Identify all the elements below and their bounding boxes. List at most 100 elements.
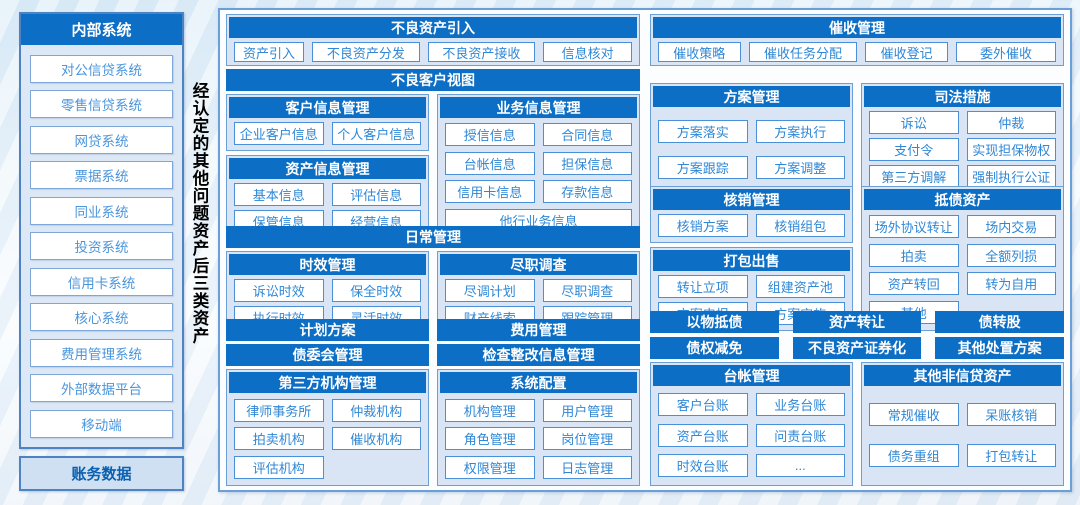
sidebar-item: 核心系统 — [30, 303, 173, 331]
module-item: 保全时效 — [331, 279, 421, 302]
sidebar-item: 投资系统 — [30, 232, 173, 260]
subsection-header: 核销管理 — [653, 189, 850, 210]
sidebar-item: 费用管理系统 — [30, 338, 173, 367]
section-ledger: 台帐管理 客户台账 业务台账 资产台账 问责台账 时效台账 ... — [650, 362, 853, 486]
module-item: 时效台账 — [658, 453, 748, 477]
module-item: 诉讼时效 — [234, 279, 324, 302]
section-customer-info: 客户信息管理 企业客户信息 个人客户信息 — [226, 94, 429, 151]
module-item: 支付令 — [869, 138, 959, 161]
module-item: 尽职调查 — [542, 279, 632, 302]
subsection-header: 其他非信贷资产 — [864, 365, 1061, 386]
module-item: 全额列损 — [966, 243, 1056, 267]
internal-systems-panel: 内部系统 对公信贷系统 零售信贷系统 网贷系统 票据系统 同业系统 投资系统 信… — [19, 12, 184, 449]
section-business-info: 业务信息管理 授信信息 合同信息 台帐信息 担保信息 信用卡信息 存款信息 他行… — [437, 94, 640, 239]
module-item: 个人客户信息 — [331, 122, 421, 145]
module-item: 资产台账 — [658, 423, 748, 447]
module-item: 岗位管理 — [542, 427, 632, 450]
subsection-header: 抵债资产 — [864, 189, 1061, 210]
sidebar-item: 对公信贷系统 — [30, 54, 173, 83]
module-item: 基本信息 — [234, 183, 324, 206]
module-item: 转为自用 — [966, 272, 1056, 296]
module-item: 评估机构 — [234, 455, 324, 479]
subsection-header: 尽职调查 — [440, 254, 637, 275]
subsection-header: 台帐管理 — [653, 365, 850, 386]
module-item: 日志管理 — [542, 455, 632, 479]
module-bar-npl-securitization: 不良资产证券化 — [792, 337, 922, 359]
module-item: 合同信息 — [542, 123, 632, 147]
module-bar-other-disposal: 其他处置方案 — [935, 337, 1064, 359]
module-item: 角色管理 — [445, 427, 535, 450]
module-item: 台帐信息 — [445, 151, 535, 175]
module-item: 机构管理 — [445, 398, 535, 422]
module-item: 第三方调解 — [869, 165, 959, 188]
section-limitation: 时效管理 诉讼时效 保全时效 执行时效 灵活时效 — [226, 251, 429, 335]
sidebar-item: 外部数据平台 — [30, 374, 173, 402]
main-module-map: 不良资产引入 资产引入 不良资产分发 不良资产接收 信息核对 不良客户视图 客户… — [218, 8, 1072, 492]
module-item: 信息核对 — [543, 42, 632, 62]
module-item: 场外协议转让 — [869, 215, 959, 239]
main-right-column: 催收管理 催收策略 催收任务分配 催收登记 委外催收 方案管理 方案落实 方案执… — [650, 14, 1064, 486]
section-header-daily-mgmt: 日常管理 — [226, 226, 640, 248]
module-item: 转让立项 — [658, 275, 748, 298]
subsection-header: 时效管理 — [229, 254, 426, 275]
module-item: 催收机构 — [331, 427, 421, 450]
section-other-noncredit: 其他非信贷资产 常规催收 呆账核销 债务重组 打包转让 — [861, 362, 1064, 486]
module-item: 方案落实 — [658, 120, 748, 143]
module-item: 诉讼 — [869, 111, 959, 134]
module-item: 方案执行 — [755, 120, 845, 143]
module-item: 强制执行公证 — [966, 165, 1056, 188]
subsection-header: 客户信息管理 — [229, 97, 426, 118]
sidebar-item: 票据系统 — [30, 161, 173, 189]
module-item: 企业客户信息 — [234, 122, 324, 145]
module-item: 授信信息 — [445, 123, 535, 147]
sidebar-item: 网贷系统 — [30, 125, 173, 154]
customer-view-body: 客户信息管理 企业客户信息 个人客户信息 资产信息管理 基本信息 评估信息 保管… — [226, 94, 640, 239]
module-item: 业务台账 — [755, 393, 845, 417]
module-item: 律师事务所 — [234, 398, 324, 422]
section-header-collection: 催收管理 — [653, 17, 1061, 38]
sidebar-item: 同业系统 — [30, 196, 173, 225]
module-item: 催收策略 — [658, 42, 741, 62]
subsection-header: 打包出售 — [653, 250, 850, 271]
module-item: 不良资产分发 — [312, 42, 420, 62]
subsection-header: 方案管理 — [653, 86, 850, 107]
module-item: 客户台账 — [658, 393, 748, 417]
subsection-header: 第三方机构管理 — [229, 372, 426, 393]
internal-systems-title: 内部系统 — [21, 14, 182, 45]
internal-systems-list: 对公信贷系统 零售信贷系统 网贷系统 票据系统 同业系统 投资系统 信用卡系统 … — [21, 45, 182, 447]
module-item: 尽调计划 — [445, 279, 535, 302]
module-item: 评估信息 — [331, 183, 421, 206]
subsection-header: 系统配置 — [440, 372, 637, 393]
module-item: ... — [755, 453, 845, 477]
module-item: 核销组包 — [755, 214, 845, 237]
module-item: 不良资产接收 — [427, 42, 536, 62]
module-item: 问责台账 — [755, 423, 845, 447]
section-header-customer-view: 不良客户视图 — [226, 69, 640, 91]
module-bar-debt-to-equity: 债转股 — [935, 311, 1064, 333]
disposal-bars: 以物抵债 资产转让 债转股 债权减免 不良资产证券化 其他处置方案 — [650, 311, 1064, 359]
sidebar-item: 移动端 — [30, 409, 173, 438]
sidebar-item: 零售信贷系统 — [30, 90, 173, 118]
section-writeoff: 核销管理 核销方案 核销组包 — [650, 186, 853, 243]
accounting-data-box: 账务数据 — [19, 456, 184, 491]
main-left-column: 不良资产引入 资产引入 不良资产分发 不良资产接收 信息核对 不良客户视图 客户… — [226, 14, 640, 486]
section-third-party: 第三方机构管理 律师事务所 仲裁机构 拍卖机构 催收机构 评估机构 — [226, 369, 429, 486]
module-bar-creditor-committee: 债委会管理 — [226, 344, 429, 366]
section-judicial: 司法措施 诉讼 仲裁 支付令 实现担保物权 第三方调解 强制执行公证 — [861, 83, 1064, 194]
section-system-config: 系统配置 机构管理 用户管理 角色管理 岗位管理 权限管理 日志管理 — [437, 369, 640, 486]
module-item: 催收登记 — [865, 42, 948, 62]
module-item: 债务重组 — [869, 443, 959, 467]
module-item: 用户管理 — [542, 398, 632, 422]
section-header-asset-intake: 不良资产引入 — [229, 17, 637, 38]
module-bar-debt-offset: 以物抵债 — [650, 311, 779, 333]
module-item: 资产引入 — [234, 42, 305, 62]
module-bar-expense-mgmt: 费用管理 — [437, 319, 640, 341]
section-collection: 催收管理 催收策略 催收任务分配 催收登记 委外催收 — [650, 14, 1064, 66]
module-item: 实现担保物权 — [966, 138, 1056, 161]
module-item: 权限管理 — [445, 455, 535, 479]
daily-mgmt-body: 时效管理 诉讼时效 保全时效 执行时效 灵活时效 尽职调查 尽调计划 尽职调查 … — [226, 251, 640, 335]
module-item: 信用卡信息 — [445, 180, 535, 204]
module-item: 方案调整 — [755, 156, 845, 179]
module-item: 打包转让 — [966, 443, 1056, 467]
module-item: 委外催收 — [955, 42, 1056, 62]
